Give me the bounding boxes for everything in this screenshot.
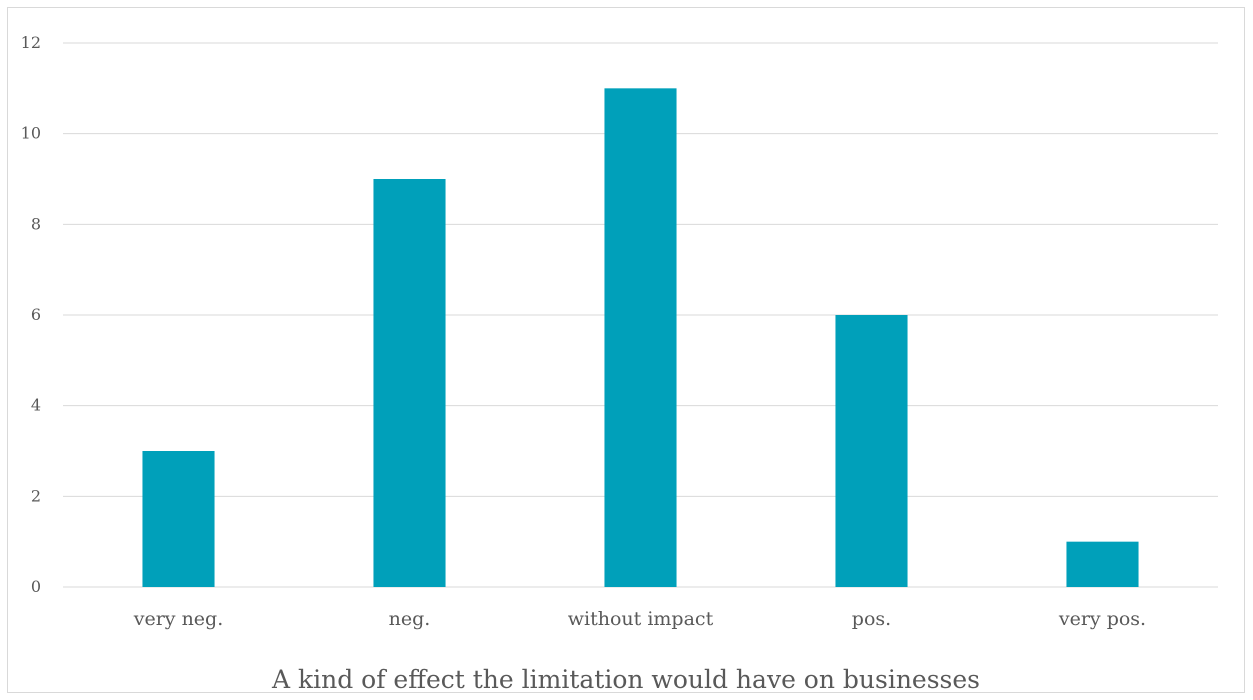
y-tick-label: 0 bbox=[31, 577, 41, 596]
bar bbox=[373, 179, 446, 587]
x-tick-label: without impact bbox=[568, 608, 714, 630]
x-tick-label: very neg. bbox=[133, 608, 224, 630]
bars bbox=[142, 88, 1139, 587]
y-tick-label: 12 bbox=[21, 33, 41, 52]
x-tick-label: very pos. bbox=[1058, 608, 1146, 630]
bar bbox=[835, 315, 908, 587]
x-tick-label: pos. bbox=[852, 608, 891, 630]
y-tick-label: 6 bbox=[31, 305, 41, 324]
y-tick-label: 4 bbox=[31, 396, 41, 415]
x-axis-title: A kind of effect the limitation would ha… bbox=[271, 665, 980, 694]
y-tick-label: 10 bbox=[21, 124, 41, 143]
x-tick-label: neg. bbox=[389, 608, 431, 630]
y-tick-label: 2 bbox=[31, 486, 41, 505]
x-tick-labels: very neg. neg. without impact pos. very pos. bbox=[133, 608, 1146, 630]
bar bbox=[604, 88, 677, 587]
y-tick-labels: 0 2 4 6 8 10 12 bbox=[21, 33, 41, 596]
bar bbox=[1066, 541, 1139, 587]
bar bbox=[142, 451, 215, 587]
y-tick-label: 8 bbox=[31, 214, 41, 233]
